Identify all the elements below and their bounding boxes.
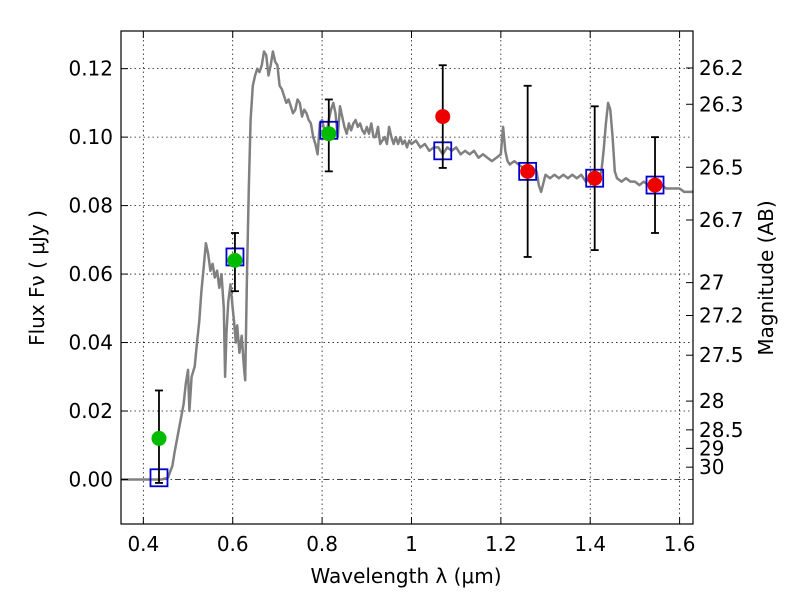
y-tick-label: 0.02 <box>68 399 113 423</box>
y-axis-label: Flux Fν ( μJy ) <box>25 210 49 346</box>
plot-frame <box>120 30 694 525</box>
red-photometry-point <box>587 170 603 186</box>
green-photometry-point <box>227 252 243 268</box>
x-tick-label: 1.4 <box>574 532 606 556</box>
y2-tick-label: 28 <box>699 389 724 413</box>
y-tick-label: 0.10 <box>68 125 113 149</box>
y2-tick-label: 29 <box>699 436 724 460</box>
green-photometry-point <box>321 126 337 142</box>
y2-tick-label: 27.5 <box>699 343 744 367</box>
x-tick-label: 0.8 <box>306 532 338 556</box>
y2-tick-label: 27 <box>699 271 724 295</box>
y-tick-label: 0.12 <box>68 57 113 81</box>
y2-tick-label: 30 <box>699 455 724 479</box>
axis-ticks: 0.4 0.6 0.8 1 1.2 1.4 1.6 0.00 0.02 0.04 0.06 0.08 0… <box>68 31 744 556</box>
y2-axis-label: Magnitude (AB) <box>754 200 778 355</box>
x-tick-label: 0.6 <box>217 532 249 556</box>
x-axis-label: Wavelength λ (μm) <box>310 564 501 588</box>
red-photometry-point <box>647 177 663 193</box>
red-photometry-point <box>435 109 451 125</box>
x-tick-label: 1.2 <box>485 532 517 556</box>
y2-tick-label: 28.5 <box>699 418 744 442</box>
y-tick-label: 0.06 <box>68 262 113 286</box>
plot-area <box>121 50 693 488</box>
y-tick-label: 0.00 <box>68 467 113 491</box>
y2-tick-label: 27.2 <box>699 304 744 328</box>
y-tick-label: 0.04 <box>68 331 113 355</box>
x-tick-label: 1 <box>405 532 418 556</box>
y2-tick-label: 26.3 <box>699 92 744 116</box>
red-photometry-point <box>520 163 536 179</box>
model-spectrum-line <box>121 50 693 481</box>
x-tick-label: 1.6 <box>664 532 696 556</box>
y2-tick-label: 26.7 <box>699 208 744 232</box>
x-tick-label: 0.4 <box>127 532 159 556</box>
green-photometry-point <box>151 430 167 446</box>
y2-tick-label: 26.2 <box>699 56 744 80</box>
y2-tick-label: 26.5 <box>699 155 744 179</box>
y-tick-label: 0.08 <box>68 194 113 218</box>
